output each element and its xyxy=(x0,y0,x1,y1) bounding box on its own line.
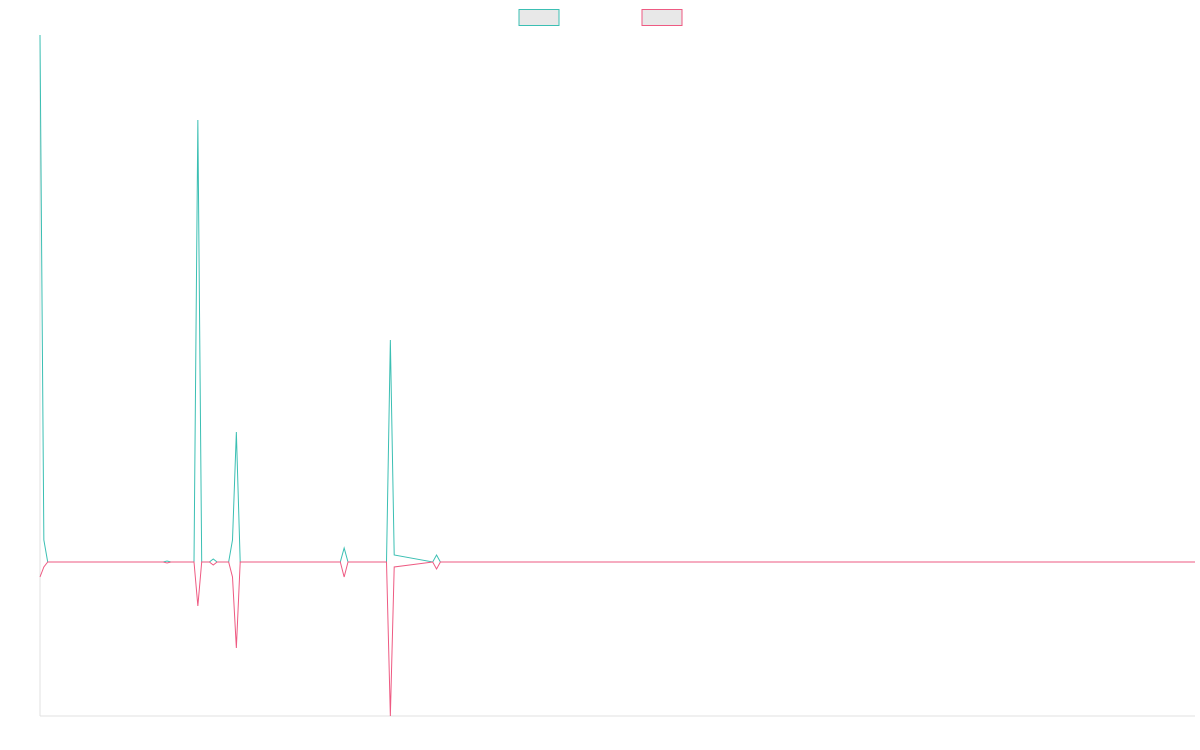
legend-swatch[interactable] xyxy=(518,9,560,26)
series-line xyxy=(39,561,1195,717)
legend-swatch[interactable] xyxy=(641,9,683,26)
series-line xyxy=(39,34,1195,563)
